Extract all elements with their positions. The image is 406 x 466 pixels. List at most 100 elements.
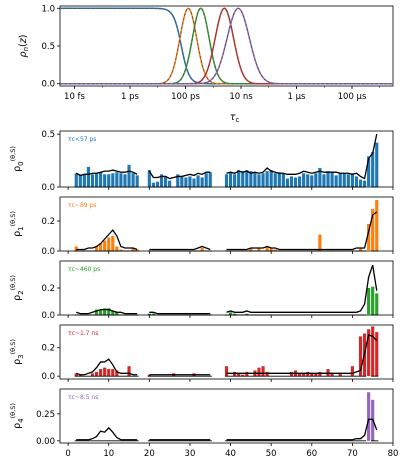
y-tick-label: 0.2 [41, 217, 55, 227]
bar [350, 366, 354, 377]
tau-annotation: τc~8.5 ns [68, 394, 98, 401]
bar [334, 175, 338, 187]
bar [265, 171, 269, 187]
bar [330, 373, 334, 377]
bar [99, 369, 103, 377]
rho-1-panel: 0.0 0.2 τc~89 ps ρ1(θ,S) [9, 196, 394, 257]
bar [228, 312, 233, 315]
bar [224, 174, 229, 187]
bar [176, 174, 180, 187]
bar [257, 367, 261, 377]
total-line [76, 264, 378, 315]
y-tick-label: 0.5 [41, 130, 55, 140]
y-tick-label: 0.0 [41, 80, 55, 90]
bar [314, 173, 318, 187]
x-tick-label: 1 ps [121, 92, 140, 102]
bar [90, 174, 95, 187]
bar [103, 367, 107, 377]
bar [245, 170, 249, 187]
x-tick-label: 1 μs [288, 92, 307, 102]
bar [147, 313, 151, 315]
bar [180, 176, 184, 187]
bar [358, 336, 363, 377]
bar [306, 371, 310, 377]
bar [302, 373, 306, 377]
bar [119, 173, 123, 187]
y-axis-label: ρ4(θ,S) [9, 403, 25, 429]
bar [338, 173, 342, 187]
bar [358, 248, 363, 251]
bar [249, 248, 253, 251]
bar [371, 209, 375, 251]
bar [326, 171, 330, 187]
bar [224, 366, 229, 377]
bar [78, 374, 82, 377]
bar [310, 175, 314, 187]
y-tick-label: 0.0 [41, 183, 55, 193]
tau-annotation: τc~1.7 ns [68, 330, 98, 337]
bar [127, 366, 131, 377]
y-axis-label: ρn(z) [18, 35, 30, 58]
bar [289, 371, 294, 377]
bar [135, 249, 139, 251]
bar [261, 366, 265, 377]
bar [94, 309, 99, 315]
bar [314, 373, 318, 377]
y-tick-label: 0.0 [41, 247, 55, 257]
bar [375, 200, 379, 251]
bar [90, 373, 95, 377]
bar [94, 173, 99, 187]
bar [131, 173, 135, 187]
x-tick-label: 40 [225, 449, 236, 459]
bar [155, 181, 160, 187]
y-axis-label: ρ2(θ,S) [9, 275, 25, 301]
bar [228, 172, 233, 187]
bar [298, 373, 302, 377]
bar [371, 286, 375, 315]
bar [99, 309, 103, 315]
bar [371, 326, 375, 377]
bar [257, 248, 261, 251]
bar [249, 171, 253, 187]
bar [115, 312, 119, 315]
bar [192, 178, 196, 187]
x-tick-label: 50 [266, 449, 277, 459]
x-tick-label: 60 [306, 449, 317, 459]
bar [241, 374, 245, 377]
bar [147, 374, 151, 377]
bar [115, 172, 119, 187]
y-tick-label: 0.0 [41, 311, 55, 321]
fit-curve-0 [60, 7, 393, 85]
density-curve-4 [60, 7, 393, 85]
bar [354, 176, 359, 187]
rho-0-panel: 0.0 0.5 τc<57 ps ρ0(θ,S) [9, 130, 394, 193]
x-axis-label: τc [230, 112, 240, 124]
x-tick-label: 70 [347, 449, 358, 459]
bar [147, 170, 151, 187]
bar [257, 174, 261, 187]
bar [273, 249, 277, 251]
plot-frame [59, 388, 394, 444]
bar [119, 249, 123, 251]
x-tick-label: 100 ps [171, 92, 200, 102]
y-tick-label: 0.2 [41, 344, 55, 354]
bar [261, 173, 265, 187]
bar [322, 174, 326, 187]
bar [241, 171, 245, 187]
y-tick-label: 0.2 [41, 284, 55, 294]
rho-3-panel: 0.0 0.2 τc~1.7 ns ρ3(θ,S) [9, 324, 394, 382]
bar [74, 373, 78, 377]
bar [245, 313, 249, 315]
bar [253, 172, 257, 187]
bar [273, 173, 277, 187]
density-curve-0 [60, 7, 393, 85]
y-tick-label: 1.0 [41, 4, 55, 14]
fit-curve-3 [60, 7, 393, 85]
x-tick-label: 100 μs [338, 92, 367, 102]
bar [375, 293, 379, 315]
bar [367, 156, 371, 187]
bar [86, 166, 91, 187]
x-tick-label: 0 [65, 449, 70, 459]
bar [208, 172, 212, 187]
